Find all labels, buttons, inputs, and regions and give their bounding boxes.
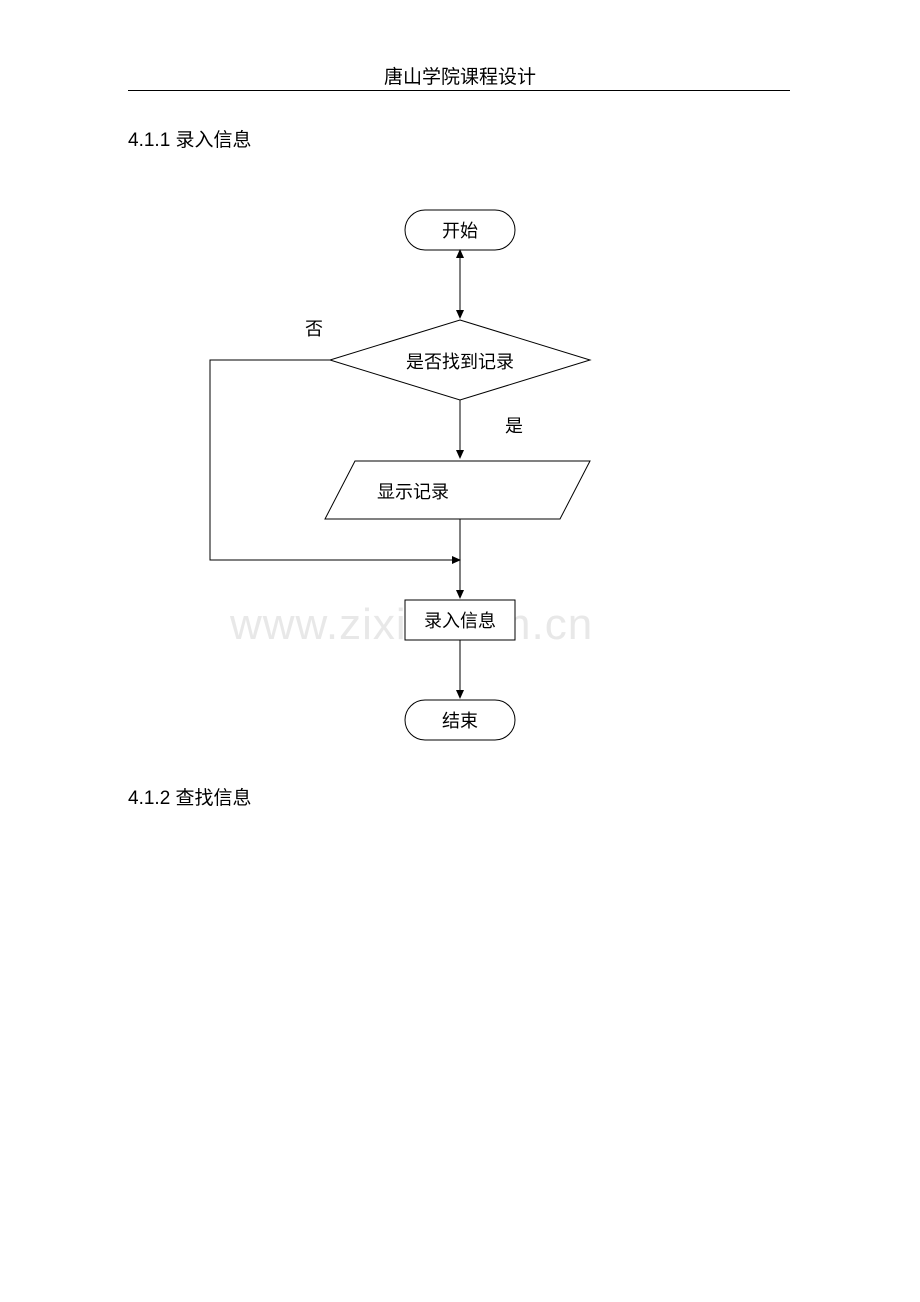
- edge-label-yes: 是: [505, 416, 523, 436]
- node-start-label: 开始: [442, 221, 478, 241]
- section-411-heading: 4.1.1 录入信息: [128, 125, 252, 152]
- section-412-heading: 4.1.2 查找信息: [128, 783, 252, 810]
- node-end-label: 结束: [442, 711, 478, 731]
- node-input-label: 录入信息: [424, 611, 496, 631]
- page: 唐山学院课程设计 4.1.1 录入信息 www.zixin.com.cn 开始 …: [0, 0, 920, 1302]
- node-decision-label: 是否找到记录: [406, 352, 514, 372]
- edge-label-no: 否: [305, 319, 323, 339]
- page-header-title: 唐山学院课程设计: [0, 62, 920, 89]
- node-display-label: 显示记录: [377, 482, 449, 502]
- flowchart-diagram: 开始 是否找到记录 否 是 显示记录 录入信息 结束: [160, 200, 760, 760]
- header-underline: [128, 90, 790, 91]
- edge-decision-no-merge: [210, 360, 460, 560]
- node-display: [325, 461, 590, 519]
